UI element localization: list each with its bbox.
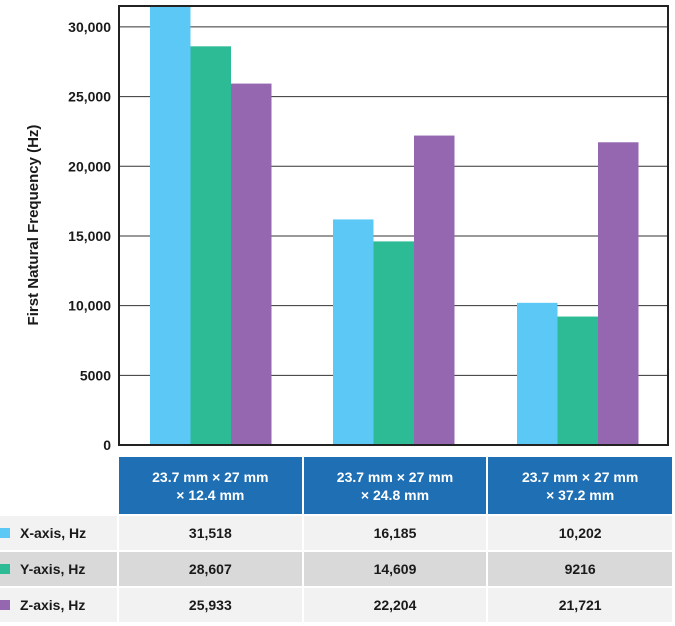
x-axis-label: X-axis, Hz <box>20 525 87 541</box>
y-tick-label: 30,000 <box>68 19 111 35</box>
bar-x-axis-2 <box>333 219 374 445</box>
table-cell: 25,933 <box>117 586 303 622</box>
bar-z-axis-2 <box>414 135 455 445</box>
bar-x-axis-1 <box>150 6 191 445</box>
table-header-size-2: 23.7 mm × 27 mm × 24.8 mm <box>301 457 488 515</box>
table-header-size-3: 23.7 mm × 27 mm × 37.2 mm <box>486 457 672 515</box>
table-cell: 28,607 <box>117 550 303 587</box>
table-cell: 22,204 <box>301 586 488 622</box>
y-tick-label: 5000 <box>80 367 111 383</box>
table-header-size-1: 23.7 mm × 27 mm × 12.4 mm <box>117 457 303 515</box>
bar-z-axis-1 <box>231 83 272 446</box>
bars <box>150 6 639 446</box>
table-row: Y-axis, Hz 28,607 14,609 9216 <box>0 550 672 587</box>
table-row: Z-axis, Hz 25,933 22,204 21,721 <box>0 586 672 622</box>
legend-x-axis: X-axis, Hz <box>0 514 118 551</box>
y-tick-labels: 0 5000 10,000 15,000 20,000 25,000 30,000 <box>68 19 111 453</box>
y-axis-label: Y-axis, Hz <box>20 561 86 577</box>
table-cell: 31,518 <box>117 514 303 551</box>
table-header-row: 23.7 mm × 27 mm × 12.4 mm 23.7 mm × 27 m… <box>0 457 672 515</box>
bar-z-axis-3 <box>598 142 639 446</box>
y-tick-label: 15,000 <box>68 228 111 244</box>
table-cell: 21,721 <box>486 586 672 622</box>
table-row: X-axis, Hz 31,518 16,185 10,202 <box>0 514 672 551</box>
table-cell: 10,202 <box>486 514 672 551</box>
bar-y-axis-2 <box>373 241 414 445</box>
y-tick-label: 10,000 <box>68 298 111 314</box>
bar-chart: 0 5000 10,000 15,000 20,000 25,000 30,000 Firs… <box>25 5 669 453</box>
bar-x-axis-3 <box>517 302 558 445</box>
legend-z-axis: Z-axis, Hz <box>0 586 118 622</box>
table-header-blank <box>0 457 119 515</box>
plot-frame <box>118 5 669 446</box>
y-axis-swatch <box>0 564 10 575</box>
legend-y-axis: Y-axis, Hz <box>0 550 118 587</box>
data-table: 23.7 mm × 27 mm × 12.4 mm 23.7 mm × 27 m… <box>0 457 672 622</box>
table-cell: 14,609 <box>301 550 488 587</box>
y-axis-title: First Natural Frequency (Hz) <box>25 125 42 326</box>
table-cell: 9216 <box>486 550 672 587</box>
z-axis-swatch <box>0 600 10 611</box>
bar-y-axis-1 <box>190 46 231 445</box>
bar-y-axis-3 <box>557 316 598 445</box>
y-tick-label: 0 <box>103 437 111 453</box>
x-axis-swatch <box>0 528 10 539</box>
table-cell: 16,185 <box>301 514 488 551</box>
y-tick-label: 25,000 <box>68 89 111 105</box>
y-tick-label: 20,000 <box>68 158 111 174</box>
z-axis-label: Z-axis, Hz <box>20 597 86 613</box>
